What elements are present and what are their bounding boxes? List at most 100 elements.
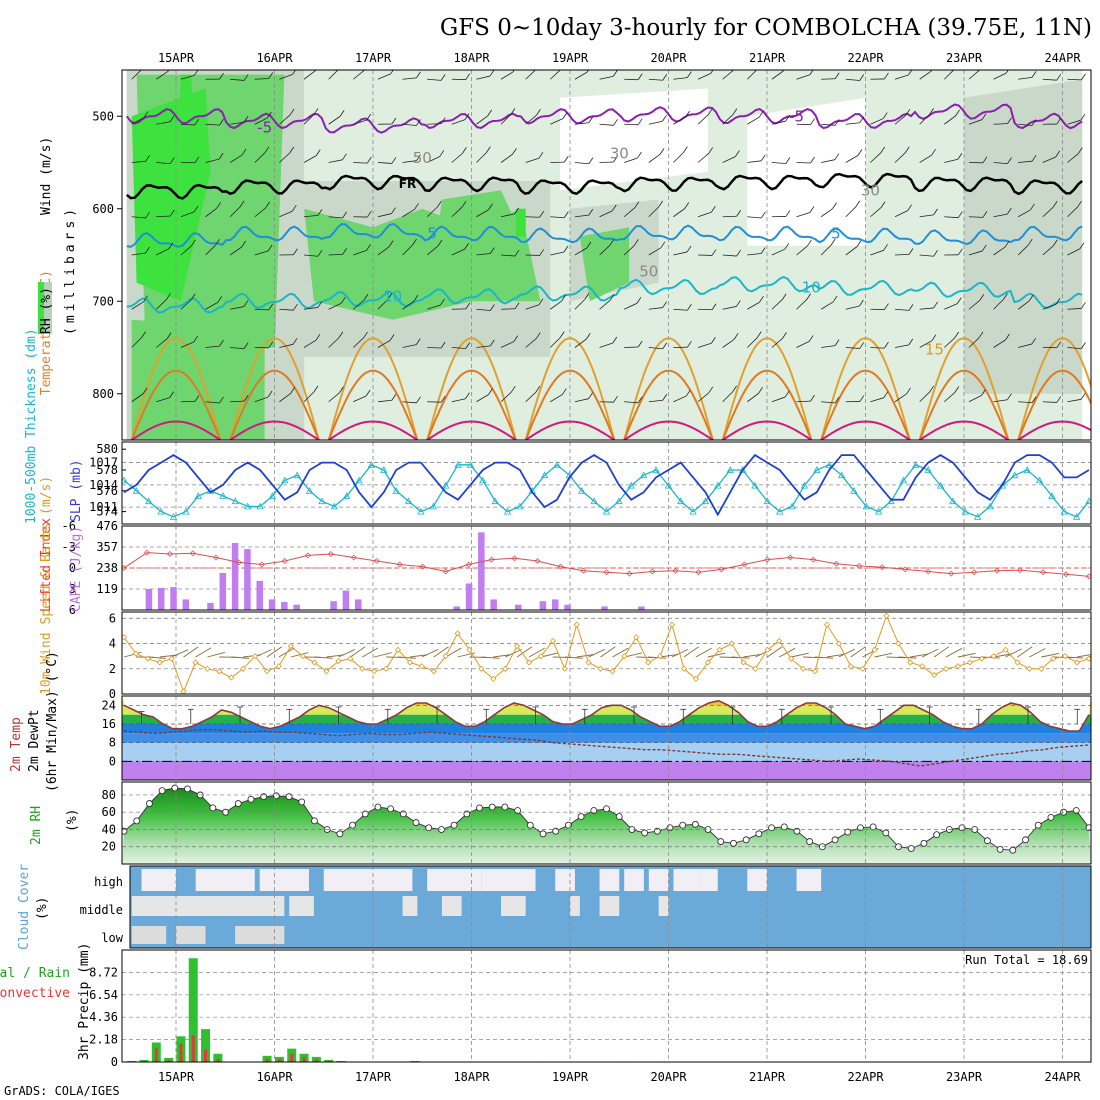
rh-point <box>234 800 242 807</box>
rh-point <box>806 838 814 845</box>
wind-barb-flag <box>268 303 274 311</box>
thickness-point <box>268 492 277 499</box>
wind10m-barb <box>1077 654 1091 658</box>
wind-barb <box>845 347 860 349</box>
wind10m-speed-point <box>132 650 139 657</box>
wind-barb-flag <box>339 386 344 394</box>
wind-barb <box>673 308 688 311</box>
wind-barb <box>353 299 365 310</box>
thickness-point <box>1023 466 1031 473</box>
lifted-index-point <box>511 555 518 562</box>
thickness-point <box>825 460 833 468</box>
thickness-point <box>615 497 623 505</box>
wind-barb-flag <box>415 338 421 345</box>
wind-barb <box>771 396 786 403</box>
wind-barb-flag <box>241 148 247 156</box>
wind-barb-flag <box>289 108 295 116</box>
temp-frame <box>121 695 1092 781</box>
temp-band <box>122 714 1091 724</box>
rh-point <box>539 830 547 838</box>
wind-barb <box>353 162 368 164</box>
wind10m-speed-point <box>466 646 473 653</box>
wind-barb <box>476 253 491 256</box>
wind-barb-flag <box>436 200 442 208</box>
wind10m-barb <box>826 653 845 658</box>
wind-barb <box>1018 401 1033 404</box>
wind-barb <box>821 123 836 126</box>
cloud-middle-block <box>289 896 314 916</box>
wind-barb-flag <box>683 146 688 153</box>
lifted-index-point <box>603 569 610 576</box>
wind-barb-flag <box>366 210 372 218</box>
wind-barb-flag <box>315 149 321 156</box>
wind-barb-flag <box>538 298 544 306</box>
wind-barb-flag <box>785 157 791 164</box>
rh-point <box>488 803 496 811</box>
isotherm-15-arc <box>327 337 419 440</box>
wind-barb-flag <box>884 303 889 310</box>
wind-barb <box>944 115 956 125</box>
wind-barb-flag <box>243 116 249 123</box>
lifted-index-point <box>833 560 840 567</box>
wind-barb <box>525 157 540 163</box>
wind-barb <box>722 114 734 125</box>
lifted-index-point <box>1017 567 1024 574</box>
rh-point <box>209 804 217 812</box>
wind-barb-flag <box>981 113 987 120</box>
wind-barb-flag <box>512 148 517 155</box>
wind-barb <box>919 391 930 403</box>
wind-barb-flag <box>856 240 862 247</box>
isotherm-25-arc <box>328 420 418 440</box>
cape-bar <box>465 583 473 610</box>
thickness-point <box>182 507 190 515</box>
wind-barb <box>377 73 391 80</box>
lifted-index-point <box>672 567 679 574</box>
thickness-point <box>466 460 475 468</box>
isotherm-20-arc <box>1017 369 1091 440</box>
wind-barb <box>944 303 958 310</box>
wind10m-barb <box>254 649 272 658</box>
wind-barb-flag <box>1028 294 1034 301</box>
wind10m-speed-point <box>514 642 521 650</box>
wind-barb <box>476 345 491 348</box>
isotherm-15-arc <box>426 337 517 440</box>
wind-barb-flag <box>191 239 196 247</box>
wind-barb <box>500 71 514 80</box>
wind-barb-flag <box>637 118 643 125</box>
thickness-point <box>776 507 784 515</box>
chart-title: GFS 0~10day 3-hourly for COMBOLCHA (39.7… <box>440 15 1092 41</box>
cape-bar <box>551 599 559 610</box>
wind-barb-flag <box>391 117 397 125</box>
cape-bar <box>293 604 300 610</box>
wind-barb <box>131 393 144 403</box>
thickness-point <box>949 497 957 505</box>
wind-barb-flag <box>315 333 321 341</box>
isotherm--5 <box>126 103 1083 134</box>
wind-barb <box>771 338 783 348</box>
wind-barb <box>254 396 269 403</box>
wind10m-speed-point <box>442 653 449 660</box>
wind-barb-flag <box>1030 203 1035 211</box>
wind-barb <box>279 74 293 80</box>
wind-barb-flag <box>317 209 323 216</box>
precip-ytick-label: 2.18 <box>89 1033 118 1047</box>
wind-barb <box>648 247 662 256</box>
rh-point <box>869 823 877 831</box>
wind-barb <box>574 214 589 218</box>
rh-point <box>615 813 623 820</box>
wind-barb <box>230 121 245 125</box>
rh-point <box>768 824 775 832</box>
bottom-date-label: 22APR <box>847 1070 884 1084</box>
wind-barb <box>648 78 663 81</box>
wind10m-barb <box>576 654 595 658</box>
thickness-point <box>726 466 734 473</box>
wind-barb <box>919 340 933 348</box>
contour-label: 15 <box>925 340 944 358</box>
ua-pressure-label: (millibars) <box>63 205 78 335</box>
wind10m-barb <box>695 647 712 658</box>
wind-barb-flag <box>659 148 665 155</box>
wind-barb-flag <box>486 146 491 153</box>
bottom-date-label: 21APR <box>749 1070 786 1084</box>
wind-barb-flag <box>293 303 298 311</box>
lifted-index-point <box>166 551 173 557</box>
